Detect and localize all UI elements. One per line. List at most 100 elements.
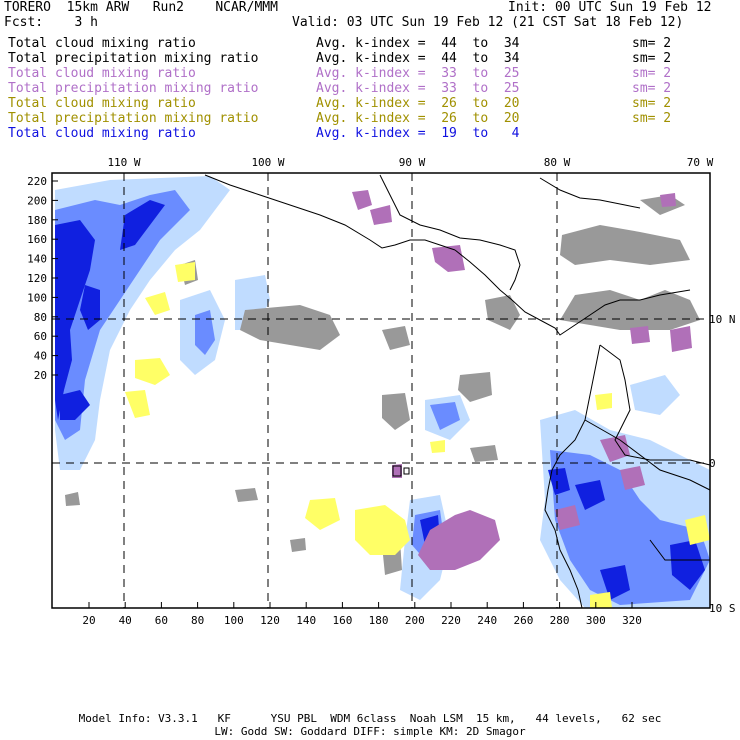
init-time: Init: 00 UTC Sun 19 Feb 12 bbox=[508, 0, 712, 15]
model-info-line1: Model Info: V3.3.1 KF YSU PBL WDM 6class… bbox=[78, 712, 662, 725]
legend-k-index: Avg. k-index = 44 to 34 bbox=[316, 51, 520, 66]
legend-field: Total cloud mixing ratio bbox=[8, 126, 196, 141]
x-axis-tick-label: 80 bbox=[191, 614, 204, 627]
model-title: TORERO 15km ARW Run2 NCAR/MMM bbox=[4, 0, 278, 15]
low-cloud-region bbox=[430, 440, 445, 453]
latitude-label: 10 N bbox=[709, 313, 736, 326]
coastline-mexico bbox=[204, 174, 456, 251]
high-cloud-region bbox=[560, 225, 690, 265]
high-cloud-region bbox=[382, 326, 410, 350]
mid-cloud-region bbox=[432, 245, 465, 272]
x-axis-tick-label: 220 bbox=[441, 614, 461, 627]
x-axis-tick-label: 300 bbox=[586, 614, 606, 627]
high-cloud-region bbox=[560, 290, 700, 330]
x-axis-tick-label: 40 bbox=[119, 614, 132, 627]
mid-cloud-region bbox=[370, 205, 392, 225]
longitude-label: 100 W bbox=[251, 156, 284, 169]
high-cloud-region bbox=[485, 295, 520, 330]
high-cloud-region bbox=[65, 492, 80, 506]
longitude-label: 80 W bbox=[544, 156, 571, 169]
legend-field: Total cloud mixing ratio bbox=[8, 96, 196, 111]
mid-cloud-region bbox=[392, 464, 402, 478]
y-axis-tick-label: 80 bbox=[34, 311, 47, 324]
y-axis-tick-label: 120 bbox=[27, 272, 47, 285]
legend-field: Total cloud mixing ratio bbox=[8, 36, 196, 51]
coastline-south-america-west bbox=[544, 344, 601, 609]
latitude-label: 0 bbox=[709, 457, 716, 470]
legend-k-index: Avg. k-index = 33 to 25 bbox=[316, 81, 520, 96]
x-axis-tick-label: 260 bbox=[513, 614, 533, 627]
y-axis-tick-label: 100 bbox=[27, 291, 47, 304]
legend-field: Total precipitation mixing ratio bbox=[8, 81, 259, 96]
high-cloud-region bbox=[235, 488, 258, 502]
y-axis-tick-label: 140 bbox=[27, 253, 47, 266]
x-axis-tick-label: 60 bbox=[155, 614, 168, 627]
mid-cloud-region bbox=[418, 510, 500, 570]
high-cloud-region bbox=[382, 393, 410, 430]
y-axis-tick-label: 60 bbox=[34, 330, 47, 343]
legend-row: Total precipitation mixing ratio Avg. k-… bbox=[8, 81, 736, 96]
heavy-precip-region bbox=[600, 565, 630, 600]
low-cloud-region bbox=[685, 515, 710, 545]
latitude-label: 10 S bbox=[709, 602, 736, 615]
heavy-precip-region bbox=[575, 480, 605, 510]
legend-smoothing: sm= 2 bbox=[632, 111, 672, 126]
x-axis-tick-label: 240 bbox=[477, 614, 497, 627]
coastline-caribbean bbox=[379, 174, 521, 291]
valid-time: Valid: 03 UTC Sun 19 Feb 12 (21 CST Sat … bbox=[292, 15, 684, 30]
longitude-label: 90 W bbox=[399, 156, 426, 169]
forecast-hour: Fcst: 3 h bbox=[4, 15, 98, 30]
mid-cloud-region bbox=[670, 326, 692, 352]
moderate-precip-region bbox=[195, 310, 215, 355]
galapagos-island bbox=[392, 465, 402, 477]
legend-field: Total cloud mixing ratio bbox=[8, 66, 196, 81]
heavy-precip-region bbox=[60, 390, 90, 420]
x-axis-tick-label: 120 bbox=[260, 614, 280, 627]
y-axis-tick-label: 20 bbox=[34, 369, 47, 382]
y-axis-tick-label: 180 bbox=[27, 214, 47, 227]
heavy-precip-region bbox=[120, 200, 165, 250]
y-axis-tick-label: 200 bbox=[27, 194, 47, 207]
legend-smoothing: sm= 2 bbox=[632, 36, 672, 51]
right-lat-labels: 10 N 0 10 S bbox=[709, 313, 736, 615]
x-axis-tick-label: 160 bbox=[332, 614, 352, 627]
low-cloud-region bbox=[125, 390, 150, 418]
legend-k-index: Avg. k-index = 33 to 25 bbox=[316, 66, 520, 81]
high-cloud-region bbox=[240, 305, 340, 350]
legend-k-index: Avg. k-index = 19 to 4 bbox=[316, 126, 520, 141]
heavy-precip-region bbox=[548, 468, 570, 495]
moderate-precip-region bbox=[430, 402, 460, 430]
map-frame bbox=[51, 172, 711, 609]
mid-cloud-region bbox=[630, 326, 650, 344]
x-axis-tick-label: 100 bbox=[224, 614, 244, 627]
longitude-label: 70 W bbox=[687, 156, 714, 169]
lat-lon-grid bbox=[52, 173, 710, 608]
low-cloud-region bbox=[145, 292, 170, 315]
border-south-america-inland bbox=[599, 344, 711, 466]
y-axis-tick-label: 220 bbox=[27, 175, 47, 188]
galapagos-island bbox=[403, 467, 410, 475]
high-cloud-region bbox=[458, 372, 492, 402]
x-axis-tick-label: 280 bbox=[550, 614, 570, 627]
legend-row: Total precipitation mixing ratio Avg. k-… bbox=[8, 51, 736, 66]
low-cloud-region bbox=[135, 358, 170, 385]
mid-cloud-region bbox=[620, 466, 645, 490]
legend-row: Total precipitation mixing ratio Avg. k-… bbox=[8, 111, 736, 126]
legend-row: Total cloud mixing ratio Avg. k-index = … bbox=[8, 126, 736, 141]
low-cloud-region bbox=[305, 498, 340, 530]
longitude-label: 110 W bbox=[107, 156, 140, 169]
high-cloud-region bbox=[470, 445, 498, 462]
high-cloud-region bbox=[290, 538, 306, 552]
heavy-precip-region bbox=[670, 540, 705, 590]
legend-smoothing: sm= 2 bbox=[632, 96, 672, 111]
legend-row: Total cloud mixing ratio Avg. k-index = … bbox=[8, 36, 736, 51]
legend-field: Total precipitation mixing ratio bbox=[8, 111, 259, 126]
y-axis-tick-label: 160 bbox=[27, 233, 47, 246]
mid-cloud-region bbox=[555, 505, 580, 530]
legend-k-index: Avg. k-index = 26 to 20 bbox=[316, 111, 520, 126]
legend-field: Total precipitation mixing ratio bbox=[8, 51, 259, 66]
low-cloud-region bbox=[355, 505, 410, 555]
mid-cloud-region bbox=[352, 190, 372, 210]
x-axis-tick-label: 180 bbox=[369, 614, 389, 627]
